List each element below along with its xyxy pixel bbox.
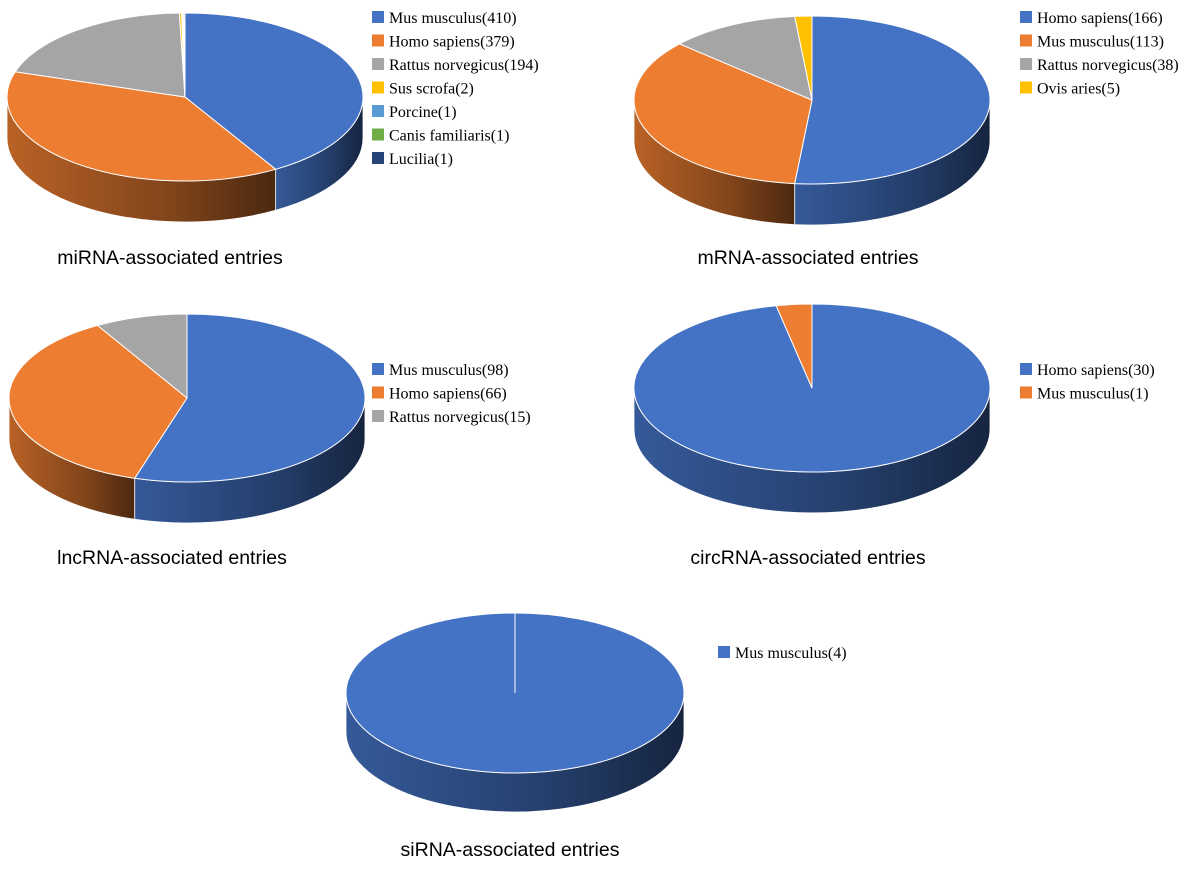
chart-mirna: Mus musculus(410) Homo sapiens(379) Rattus…: [6, 10, 539, 269]
legend-label-rattus-norvegicus: Rattus norvegicus(38): [1037, 57, 1179, 74]
pie-slice-rattus-norvegicus: [96, 313, 188, 400]
legend-swatch-canis-familiaris: [372, 128, 384, 141]
legend-label-sus-scrofa: Sus scrofa(2): [389, 81, 474, 98]
chart-title: circRNA-associated entries: [690, 547, 925, 569]
legend-label-ovis-aries: Ovis aries(5): [1037, 81, 1120, 98]
legend-label-porcine: Porcine(1): [389, 104, 457, 121]
chart-title: siRNA-associated entries: [401, 839, 620, 861]
pie-slice-rattus-norvegicus: [678, 15, 813, 101]
legend-swatch-sus-scrofa: [372, 81, 384, 94]
legend-swatch-rattus-norvegicus: [372, 58, 384, 70]
chart-lncrna: Mus musculus(98) Homo sapiens(66) Rattus n…: [8, 313, 531, 569]
legend-swatch-mus-musculus: [372, 363, 384, 375]
legend-swatch-homo-sapiens: [372, 386, 384, 399]
pie-slice-homo-sapiens: [794, 15, 991, 185]
pie-slice-rattus-norvegicus: [14, 12, 186, 98]
pie-slice-mus-musculus: [133, 313, 366, 483]
legend-label-rattus-norvegicus: Rattus norvegicus(15): [389, 409, 531, 426]
legend-swatch-rattus-norvegicus: [1020, 58, 1032, 70]
legend-label-mus-musculus: Mus musculus(113): [1037, 34, 1164, 51]
legend-label-homo-sapiens: Homo sapiens(166): [1037, 10, 1163, 27]
legend-swatch-mus-musculus: [1020, 386, 1032, 399]
pie-slice-homo-sapiens: [6, 71, 277, 182]
legend-label-mus-musculus: Mus musculus(98): [389, 362, 509, 379]
legend-label-lucilia: Lucilia(1): [389, 151, 453, 168]
pie-slice-mus-musculus: [633, 43, 813, 185]
chart-title: mRNA-associated entries: [697, 247, 918, 269]
legend-swatch-homo-sapiens: [1020, 11, 1032, 23]
legend-label-mus-musculus: Mus musculus(410): [389, 10, 517, 27]
legend-swatch-rattus-norvegicus: [372, 410, 384, 422]
legend-swatch-ovis-aries: [1020, 81, 1032, 94]
pie-slice-ovis-aries: [794, 15, 813, 101]
chart-title: miRNA-associated entries: [57, 247, 283, 269]
chart-title: lncRNA-associated entries: [57, 547, 287, 569]
legend-label-homo-sapiens: Homo sapiens(66): [389, 386, 507, 403]
legend-label-homo-sapiens: Homo sapiens(30): [1037, 362, 1155, 379]
legend-swatch-homo-sapiens: [1020, 363, 1032, 375]
legend-label-mus-musculus: Mus musculus(4): [735, 645, 847, 662]
legend-swatch-mus-musculus: [372, 11, 384, 23]
legend-label-canis-familiaris: Canis familiaris(1): [389, 128, 509, 145]
legend-label-mus-musculus: Mus musculus(1): [1037, 386, 1149, 403]
chart-circrna: Homo sapiens(30) Mus musculus(1) circRNA-a…: [633, 303, 1155, 569]
pie-slice-lucilia: [183, 12, 186, 98]
legend-swatch-mus-musculus: [1020, 34, 1032, 47]
chart-mrna: Homo sapiens(166) Mus musculus(113) Rattus…: [633, 10, 1179, 269]
pie-slice-homo-sapiens: [8, 324, 188, 479]
legend-swatch-homo-sapiens: [372, 34, 384, 47]
legend-label-rattus-norvegicus: Rattus norvegicus(194): [389, 57, 539, 74]
legend-swatch-mus-musculus: [718, 646, 730, 658]
pie-slice-mus-musculus: [184, 12, 364, 170]
pie-slice-mus-musculus: [775, 303, 813, 389]
chart-sirna: Mus musculus(4) siRNA-associated entries: [345, 612, 847, 861]
legend-swatch-porcine: [372, 105, 384, 117]
legend-label-homo-sapiens: Homo sapiens(379): [389, 34, 515, 51]
legend-swatch-lucilia: [372, 152, 384, 164]
